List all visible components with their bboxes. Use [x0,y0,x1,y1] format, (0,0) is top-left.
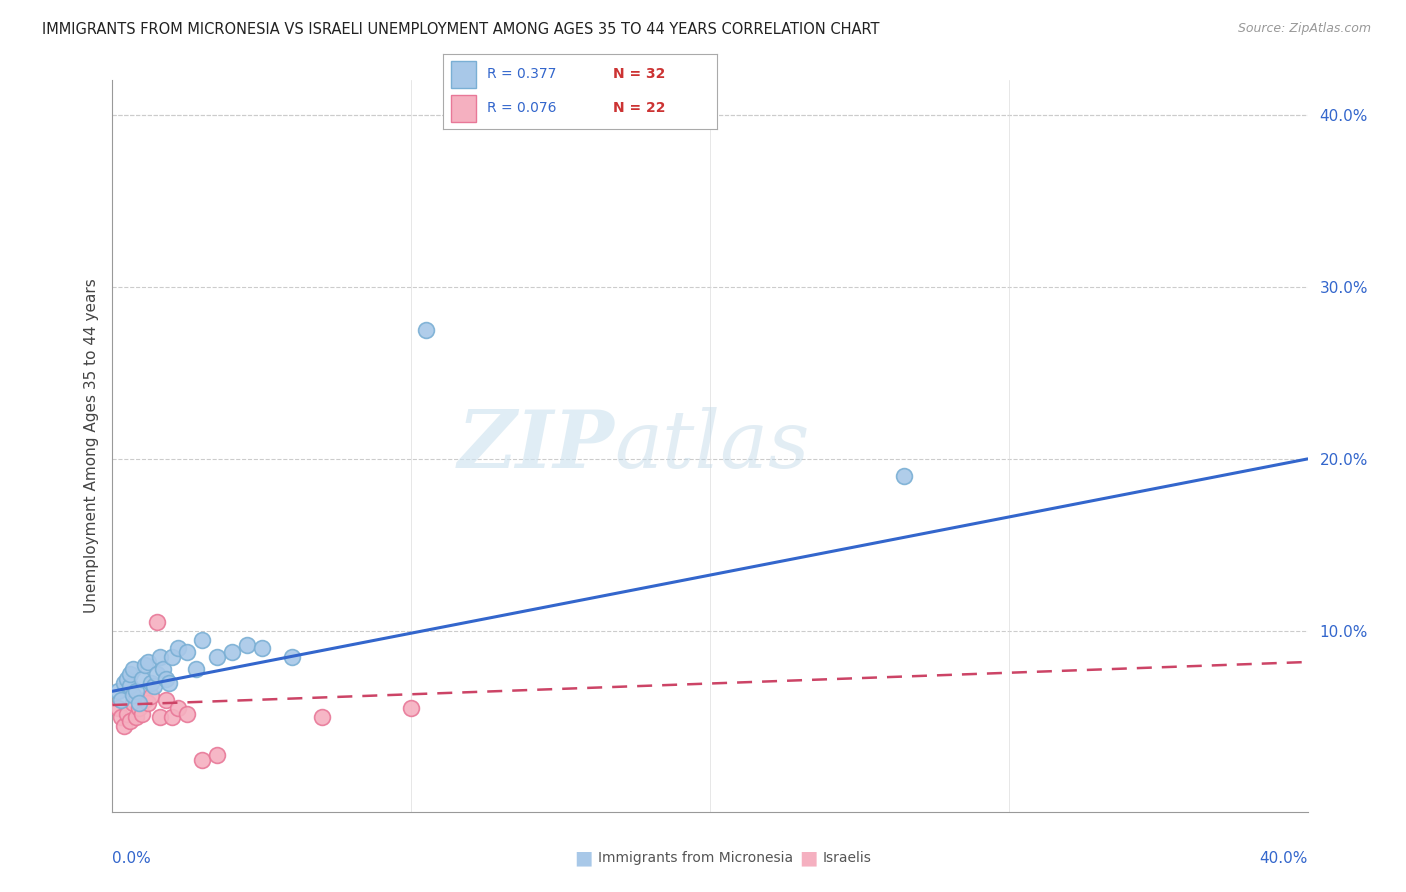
Point [149,649,172,664]
Point [122,696,145,710]
Point [125,710,148,724]
Point [186,662,208,676]
Point [114,675,135,690]
Point [110,710,132,724]
Point [143,679,166,693]
Point [141,675,163,690]
Point [131,706,153,721]
Text: 0.0%: 0.0% [112,851,152,866]
Text: N = 32: N = 32 [613,68,665,81]
Point [110,693,132,707]
Point [138,655,160,669]
Bar [451,95,475,122]
Point [149,710,172,724]
Bar [451,62,475,87]
Point [893,469,915,483]
Y-axis label: Unemployment Among Ages 35 to 44 years: Unemployment Among Ages 35 to 44 years [83,278,98,614]
Text: ZIP: ZIP [457,408,614,484]
Point [138,696,160,710]
Point [152,662,174,676]
Point [125,684,148,698]
Point [114,719,135,733]
Text: N = 22: N = 22 [613,102,665,115]
Point [134,658,156,673]
Text: ■: ■ [799,848,818,868]
Point [141,690,163,704]
Text: R = 0.076: R = 0.076 [486,102,557,115]
Point [131,672,153,686]
Point [401,701,423,715]
Text: Israelis: Israelis [823,851,872,865]
Point [122,662,145,676]
Point [167,701,190,715]
Point [146,615,169,630]
Point [155,693,177,707]
Text: Source: ZipAtlas.com: Source: ZipAtlas.com [1237,22,1371,36]
Point [128,696,150,710]
Point [117,672,139,686]
Text: IMMIGRANTS FROM MICRONESIA VS ISRAELI UNEMPLOYMENT AMONG AGES 35 TO 44 YEARS COR: IMMIGRANTS FROM MICRONESIA VS ISRAELI UN… [42,22,880,37]
Point [134,693,156,707]
Text: Immigrants from Micronesia: Immigrants from Micronesia [598,851,793,865]
Point [117,706,139,721]
Point [236,638,259,652]
Point [107,684,129,698]
Point [157,675,180,690]
Text: ■: ■ [574,848,593,868]
Point [155,672,177,686]
Point [128,701,150,715]
Point [311,710,333,724]
Point [205,747,228,762]
Point [281,649,304,664]
Text: atlas: atlas [614,408,810,484]
Point [120,679,142,693]
Text: 40.0%: 40.0% [1260,851,1308,866]
Point [205,649,228,664]
Point [415,323,437,337]
Point [146,667,169,681]
Point [176,645,198,659]
Point [122,688,145,702]
Point [162,649,183,664]
Point [250,641,273,656]
Point [120,667,142,681]
Point [167,641,190,656]
Point [221,645,243,659]
Point [162,710,183,724]
Point [120,714,142,728]
Point [176,706,198,721]
Point [107,701,129,715]
Point [191,632,214,647]
Point [191,753,214,767]
Text: R = 0.377: R = 0.377 [486,68,557,81]
